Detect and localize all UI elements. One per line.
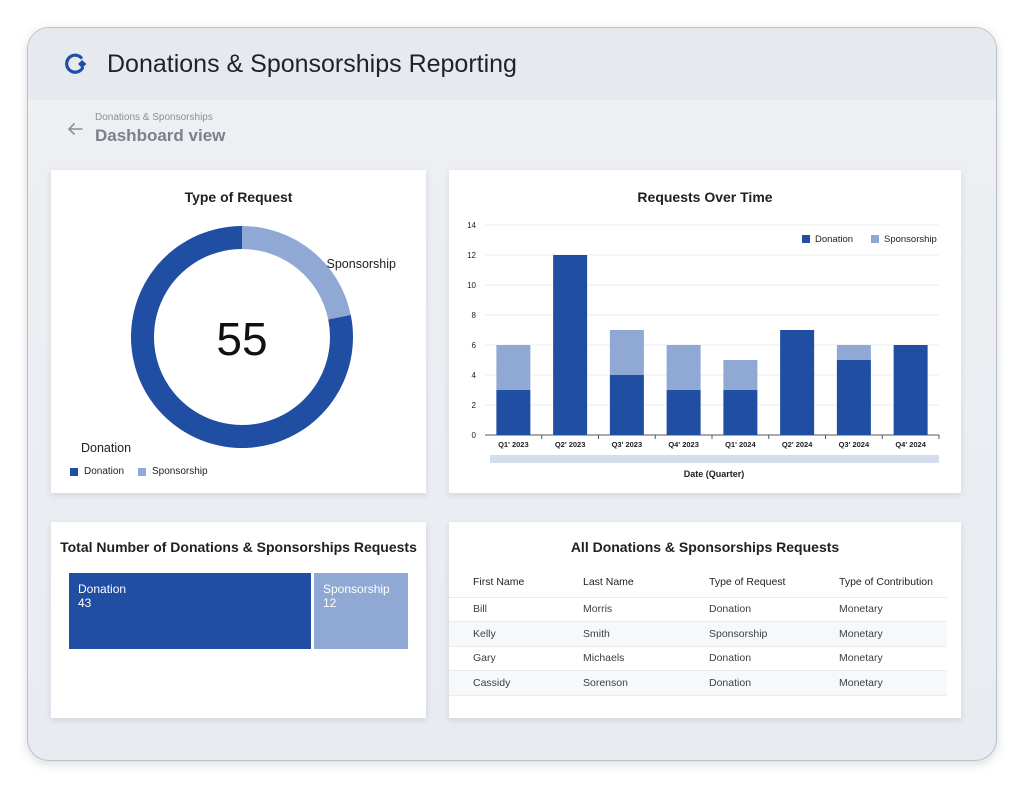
legend-label: Donation bbox=[84, 466, 125, 477]
bar-donation[interactable] bbox=[893, 345, 928, 435]
column-header-last-name[interactable]: Last Name bbox=[559, 568, 685, 598]
bar-sponsorship[interactable] bbox=[723, 360, 758, 390]
table-row[interactable]: Kelly Smith Sponsorship Monetary bbox=[449, 621, 947, 647]
app-window: Donations & Sponsorships Reporting Donat… bbox=[27, 27, 997, 761]
y-tick-label: 4 bbox=[472, 371, 477, 380]
cell-type-of-request: Donation bbox=[685, 646, 815, 671]
totals-card: Total Number of Donations & Sponsorships… bbox=[51, 522, 426, 718]
cell-first-name: Kelly bbox=[449, 621, 559, 647]
column-header-type-of-contribution[interactable]: Type of Contribution bbox=[815, 568, 947, 598]
donut-total-label: 55 bbox=[216, 313, 267, 365]
type-of-request-title: Type of Request bbox=[184, 189, 293, 205]
bar-sponsorship[interactable] bbox=[496, 345, 531, 390]
cell-last-name: Sorenson bbox=[559, 670, 685, 696]
total-tile-donation[interactable]: Donation 43 bbox=[69, 573, 311, 649]
y-tick-label: 10 bbox=[467, 281, 476, 290]
donut-slice-sponsorship[interactable] bbox=[242, 226, 351, 320]
x-tick-label: Q3' 2023 bbox=[612, 440, 643, 449]
donut-label-donation: Donation bbox=[81, 441, 131, 455]
x-tick-label: Q1' 2024 bbox=[725, 440, 756, 449]
bar-chart: 0 2 4 6 8 10 12 14 Q1' 2023 Q2' 2023 Q3' 2023 Q4' 2… bbox=[467, 221, 940, 479]
legend-swatch-donation bbox=[70, 467, 78, 476]
y-tick-label: 6 bbox=[472, 341, 477, 350]
breadcrumb[interactable]: Donations & Sponsorships bbox=[95, 112, 213, 123]
x-axis-scrollbar[interactable] bbox=[490, 455, 939, 463]
column-header-type-of-request[interactable]: Type of Request bbox=[685, 568, 815, 598]
app-header: Donations & Sponsorships Reporting bbox=[28, 28, 996, 100]
requests-over-time-card: Requests Over Time 0 2 4 6 8 10 12 14 Q1' 2023 Q2… bbox=[449, 170, 961, 493]
y-tick-label: 0 bbox=[472, 431, 477, 440]
x-axis-label: Date (Quarter) bbox=[684, 469, 745, 479]
legend-swatch-sponsorship bbox=[138, 467, 146, 476]
table-row[interactable]: Gary Michaels Donation Monetary bbox=[449, 646, 947, 671]
x-tick-label: Q4' 2024 bbox=[895, 440, 926, 449]
bar-donation[interactable] bbox=[780, 330, 815, 435]
y-tick-label: 14 bbox=[467, 221, 476, 230]
legend-swatch-donation[interactable] bbox=[802, 235, 810, 243]
bar-donation[interactable] bbox=[553, 255, 588, 435]
y-tick-label: 12 bbox=[467, 251, 476, 260]
requests-table-title: All Donations & Sponsorships Requests bbox=[570, 539, 840, 555]
refresh-logo-icon bbox=[65, 53, 87, 74]
cell-type-of-request: Sponsorship bbox=[685, 621, 815, 647]
x-tick-label: Q2' 2023 bbox=[555, 440, 586, 449]
tile-label: Donation bbox=[78, 582, 127, 596]
app-title: Donations & Sponsorships Reporting bbox=[107, 50, 517, 78]
donut-label-sponsorship: Sponsorship bbox=[327, 257, 397, 271]
x-tick-label: Q4' 2023 bbox=[668, 440, 699, 449]
bar-sponsorship[interactable] bbox=[609, 330, 644, 375]
bar-sponsorship[interactable] bbox=[666, 345, 701, 390]
bar-donation[interactable] bbox=[723, 390, 758, 435]
cell-last-name: Michaels bbox=[559, 646, 685, 671]
legend-label[interactable]: Donation bbox=[815, 234, 853, 245]
arrow-left-icon[interactable] bbox=[66, 122, 84, 136]
legend-swatch-sponsorship[interactable] bbox=[871, 235, 879, 243]
table-row[interactable]: Bill Morris Donation Monetary bbox=[449, 597, 947, 622]
legend-label[interactable]: Sponsorship bbox=[884, 234, 937, 245]
y-tick-label: 2 bbox=[472, 401, 477, 410]
bar-donation[interactable] bbox=[666, 390, 701, 435]
x-tick-label: Q1' 2023 bbox=[498, 440, 529, 449]
table-header-row: First Name Last Name Type of Request Typ… bbox=[449, 568, 947, 598]
x-tick-label: Q2' 2024 bbox=[782, 440, 813, 449]
cell-first-name: Cassidy bbox=[449, 670, 559, 696]
tile-label: Sponsorship bbox=[323, 582, 390, 596]
bar-donation[interactable] bbox=[836, 360, 871, 435]
cell-last-name: Smith bbox=[559, 621, 685, 647]
legend-item-donation[interactable]: Donation bbox=[70, 466, 124, 477]
cell-type-of-contribution: Monetary bbox=[815, 597, 947, 622]
x-tick-label: Q3' 2024 bbox=[839, 440, 870, 449]
total-tile-sponsorship[interactable]: Sponsorship 12 bbox=[314, 573, 408, 649]
cell-type-of-request: Donation bbox=[685, 670, 815, 696]
requests-table-card: All Donations & Sponsorships Requests Fi… bbox=[449, 522, 961, 718]
cell-first-name: Gary bbox=[449, 646, 559, 671]
bar-sponsorship[interactable] bbox=[836, 345, 871, 360]
bar-donation[interactable] bbox=[609, 375, 644, 435]
totals-title: Total Number of Donations & Sponsorships… bbox=[60, 539, 417, 555]
legend-item-sponsorship[interactable]: Sponsorship bbox=[138, 466, 208, 477]
cell-type-of-contribution: Monetary bbox=[815, 646, 947, 671]
donut-chart: 55 Sponsorship Donation bbox=[81, 226, 397, 455]
cell-first-name: Bill bbox=[449, 597, 559, 622]
legend-label: Sponsorship bbox=[152, 466, 208, 477]
column-header-first-name[interactable]: First Name bbox=[449, 568, 559, 598]
type-of-request-card: Type of Request 55 Sponsorship Donation … bbox=[51, 170, 426, 493]
tile-value: 43 bbox=[78, 596, 92, 610]
page-title: Dashboard view bbox=[95, 126, 226, 145]
y-tick-label: 8 bbox=[472, 311, 477, 320]
tile-value: 12 bbox=[323, 596, 337, 610]
cell-last-name: Morris bbox=[559, 597, 685, 622]
cell-type-of-contribution: Monetary bbox=[815, 621, 947, 647]
cell-type-of-request: Donation bbox=[685, 597, 815, 622]
bar-donation[interactable] bbox=[496, 390, 531, 435]
table-row[interactable]: Cassidy Sorenson Donation Monetary bbox=[449, 670, 947, 696]
cell-type-of-contribution: Monetary bbox=[815, 670, 947, 696]
requests-over-time-title: Requests Over Time bbox=[637, 189, 773, 205]
requests-table: First Name Last Name Type of Request Typ… bbox=[449, 568, 947, 696]
